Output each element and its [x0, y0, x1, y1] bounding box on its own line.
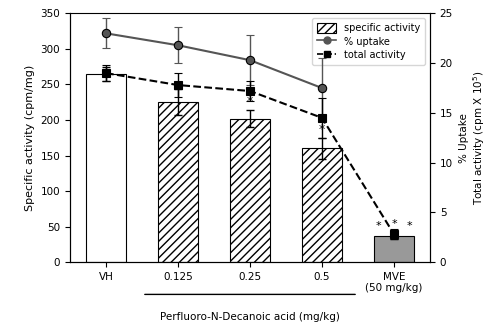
- Text: *: *: [247, 95, 253, 108]
- Bar: [374, 236, 414, 262]
- Y-axis label: Specific activity (cpm/mg): Specific activity (cpm/mg): [25, 65, 35, 211]
- Bar: [158, 102, 198, 262]
- Text: *: *: [407, 221, 412, 231]
- Text: *: *: [391, 219, 397, 229]
- Text: *: *: [319, 123, 325, 136]
- Bar: [230, 119, 270, 262]
- Bar: [86, 74, 126, 262]
- Text: *: *: [376, 221, 381, 231]
- Bar: [302, 149, 342, 262]
- Y-axis label: % Uptake
Total activity (cpm X 10$^5$): % Uptake Total activity (cpm X 10$^5$): [458, 71, 486, 205]
- Legend: specific activity, % uptake, total activity: specific activity, % uptake, total activ…: [312, 18, 425, 65]
- Text: Perfluoro-N-Decanoic acid (mg/kg): Perfluoro-N-Decanoic acid (mg/kg): [160, 312, 340, 322]
